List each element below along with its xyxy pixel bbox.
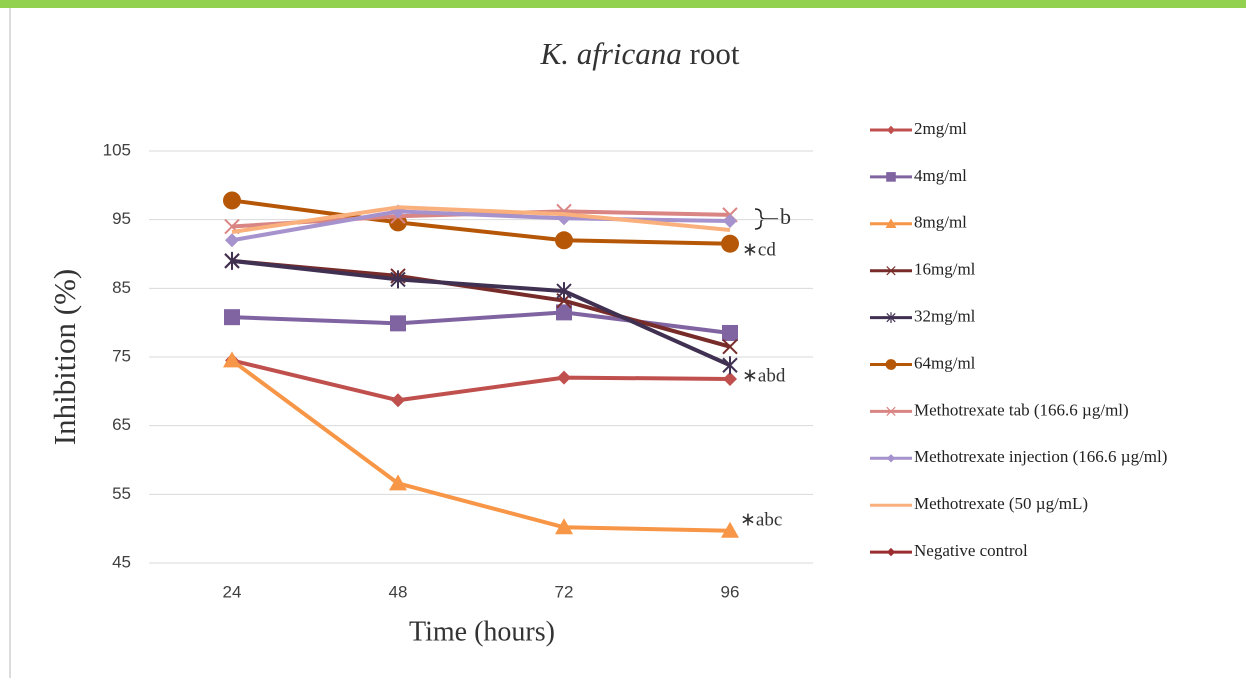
x-tick-label: 48 xyxy=(389,582,408,601)
y-tick-label: 45 xyxy=(112,552,131,571)
brace xyxy=(754,208,778,230)
x-tick-label: 72 xyxy=(555,582,574,601)
y-tick-label: 55 xyxy=(112,484,131,503)
marker xyxy=(722,324,738,341)
marker xyxy=(389,474,407,491)
marker xyxy=(886,454,896,463)
marker xyxy=(225,233,239,248)
marker xyxy=(886,406,896,417)
x-tick-label: 24 xyxy=(223,582,242,601)
annotation: ∗cd xyxy=(742,239,776,260)
y-tick-label: 85 xyxy=(112,278,131,297)
marker xyxy=(223,191,241,210)
y-axis-title: Inhibition (%) xyxy=(47,269,82,446)
top-bar xyxy=(0,0,1246,8)
series-line xyxy=(231,209,731,243)
series-line xyxy=(230,358,731,533)
annotation: ∗abc xyxy=(740,509,782,530)
marker xyxy=(390,270,406,289)
legend-label: Negative control xyxy=(914,541,1028,560)
x-tick-label: 96 xyxy=(721,582,740,601)
legend-label: 64mg/ml xyxy=(914,353,976,372)
y-tick-label: 65 xyxy=(112,415,131,434)
marker xyxy=(723,214,737,229)
marker xyxy=(886,547,896,557)
marker xyxy=(886,125,896,135)
marker xyxy=(886,312,896,324)
legend-label: 32mg/ml xyxy=(914,307,976,326)
y-tick-label: 95 xyxy=(112,209,131,228)
legend-label: 4mg/ml xyxy=(914,166,967,185)
marker xyxy=(722,338,738,355)
marker xyxy=(557,370,571,385)
marker xyxy=(885,218,897,228)
series-line xyxy=(231,258,731,368)
marker xyxy=(390,315,406,332)
series-line xyxy=(231,198,731,246)
marker xyxy=(885,359,897,370)
marker xyxy=(722,356,738,375)
y-tick-label: 105 xyxy=(103,140,131,159)
marker xyxy=(556,304,572,321)
marker xyxy=(555,231,573,250)
annotation: ∗abd xyxy=(742,365,786,386)
marker xyxy=(223,351,241,368)
marker xyxy=(556,282,572,301)
annotation: b xyxy=(780,204,791,229)
marker xyxy=(886,266,896,276)
legend-label: Methotrexate (50 µg/mL) xyxy=(914,494,1088,513)
marker xyxy=(391,393,405,408)
marker xyxy=(555,518,573,535)
marker xyxy=(886,172,896,182)
series-line xyxy=(231,358,731,403)
marker xyxy=(224,251,240,270)
marker xyxy=(723,371,737,386)
legend-label: 2mg/ml xyxy=(914,119,967,138)
legend-label: 16mg/ml xyxy=(914,260,976,279)
legend-label: Methotrexate tab (166.6 µg/ml) xyxy=(914,400,1129,419)
chart-title: K. africana root xyxy=(540,36,740,71)
marker xyxy=(721,521,739,538)
marker xyxy=(224,309,240,326)
legend-label: 8mg/ml xyxy=(914,213,967,232)
series-line xyxy=(231,205,731,235)
legend-label: Methotrexate injection (166.6 µg/ml) xyxy=(914,447,1167,466)
marker xyxy=(721,234,739,253)
y-tick-label: 75 xyxy=(112,346,131,365)
x-axis-title: Time (hours) xyxy=(409,616,555,647)
